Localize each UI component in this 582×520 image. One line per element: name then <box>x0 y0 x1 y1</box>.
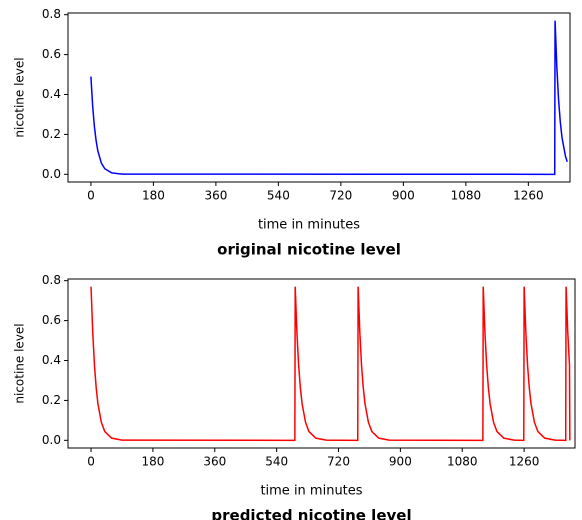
x-tick-label: 900 <box>389 455 412 469</box>
y-tick-label: 0.8 <box>42 273 61 287</box>
y-tick-label: 0.8 <box>42 7 61 21</box>
y-axis-label: nicotine level <box>13 57 27 137</box>
x-tick-label: 0 <box>87 455 95 469</box>
plot-frame <box>67 12 571 183</box>
x-tick-label: 1260 <box>509 455 540 469</box>
chart-title: predicted nicotine level <box>211 507 411 520</box>
y-tick-label: 0.6 <box>42 313 61 327</box>
x-tick-label: 1080 <box>451 189 482 203</box>
x-tick-label: 720 <box>329 189 352 203</box>
data-line <box>90 20 568 176</box>
y-tick-label: 0.4 <box>42 353 61 367</box>
y-tick-label: 0.2 <box>42 127 61 141</box>
x-tick-label: 180 <box>142 189 165 203</box>
x-tick-label: 720 <box>327 455 350 469</box>
chart-title: original nicotine level <box>217 241 401 259</box>
x-tick-label: 1080 <box>447 455 478 469</box>
x-tick-label: 0 <box>87 189 95 203</box>
x-tick-label: 180 <box>141 455 164 469</box>
x-tick-label: 360 <box>204 189 227 203</box>
x-axis-label: time in minutes <box>258 218 360 233</box>
y-tick-label: 0.0 <box>42 167 61 181</box>
x-tick-label: 360 <box>203 455 226 469</box>
x-tick-label: 540 <box>267 189 290 203</box>
data-line <box>90 286 571 442</box>
x-tick-label: 900 <box>392 189 415 203</box>
plot-frame <box>67 278 576 449</box>
y-axis-label: nicotine level <box>13 323 27 403</box>
x-tick-label: 1260 <box>513 189 544 203</box>
y-tick-label: 0.4 <box>42 87 61 101</box>
y-tick-label: 0.2 <box>42 393 61 407</box>
x-tick-label: 540 <box>265 455 288 469</box>
x-axis-label: time in minutes <box>260 484 362 499</box>
y-tick-label: 0.6 <box>42 47 61 61</box>
y-tick-label: 0.0 <box>42 433 61 447</box>
